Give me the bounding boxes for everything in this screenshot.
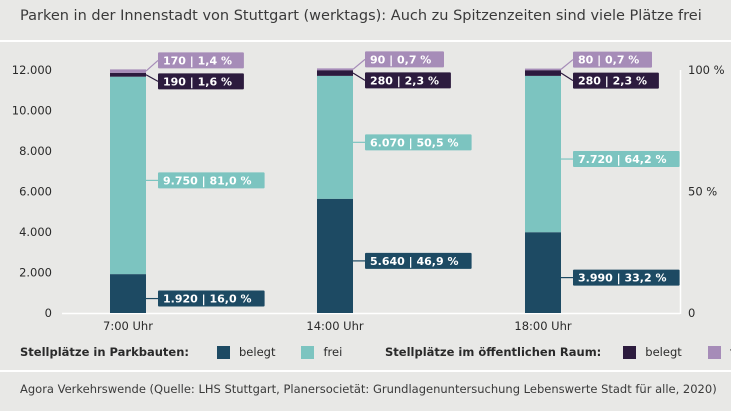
data-label-box: [573, 51, 652, 68]
bar-segment-parkbauten-frei: [317, 75, 353, 199]
bar-segment-oeffentlich-frei: [317, 68, 353, 71]
label-leader-line: [352, 72, 366, 81]
bar-segment-parkbauten-frei: [110, 76, 146, 275]
data-label-parkbauten-frei: 9.750 | 81,0 %: [163, 174, 251, 187]
bar-segment-parkbauten-belegt: [525, 232, 561, 313]
bar-segment-oeffentlich-belegt: [110, 72, 146, 77]
legend-label-parkbauten-belegt: belegt: [239, 345, 276, 359]
data-label-parkbauten-frei: 6.070 | 50,5 %: [370, 136, 458, 149]
bar-segment-oeffentlich-frei: [525, 68, 561, 71]
legend-parkbauten: Stellplätze in Parkbauten: belegt frei: [20, 345, 368, 359]
data-label-parkbauten-frei: 7.720 | 64,2 %: [578, 153, 666, 166]
top-divider: [0, 40, 731, 42]
legend-swatch-oeffentlich-frei: [707, 345, 721, 359]
data-label-parkbauten-belegt: 5.640 | 46,9 %: [370, 255, 458, 268]
x-tick-label: 7:00 Uhr: [103, 319, 153, 333]
legend-swatch-parkbauten-frei: [301, 345, 315, 359]
y-tick-label: 0: [45, 306, 52, 320]
data-label-box: [365, 72, 451, 89]
source-note: Agora Verkehrswende (Quelle: LHS Stuttga…: [20, 382, 717, 396]
data-label-parkbauten-belegt: 1.920 | 16,0 %: [163, 293, 251, 306]
bar-segment-oeffentlich-frei: [110, 69, 146, 73]
y-tick-label: 2.000: [19, 266, 52, 280]
data-label-box: [158, 290, 265, 307]
data-label-box: [573, 269, 680, 286]
legend-swatch-oeffentlich-belegt: [623, 345, 637, 359]
data-label-box: [573, 151, 680, 168]
legend-label-parkbauten-frei: frei: [323, 345, 343, 359]
data-label-box: [365, 134, 472, 151]
label-leader-line: [145, 59, 159, 72]
bar-segment-parkbauten-belegt: [317, 198, 353, 313]
y-tick-label: 10.000: [12, 104, 52, 118]
data-label-oeffentlich-frei: 80 | 0,7 %: [578, 54, 639, 67]
bar-segment-oeffentlich-belegt: [317, 70, 353, 76]
bar-segment-parkbauten-frei: [525, 75, 561, 233]
y2-tick-label: 50 %: [688, 185, 717, 199]
label-leader-line: [560, 72, 574, 82]
x-tick-label: 14:00 Uhr: [306, 319, 364, 333]
legend-label-oeffentlich-frei: frei: [730, 345, 731, 359]
data-label-oeffentlich-belegt: 280 | 2,3 %: [370, 74, 439, 87]
data-label-box: [365, 252, 472, 269]
y-tick-label: 8.000: [19, 144, 52, 158]
legend-parkbauten-title: Stellplätze in Parkbauten:: [20, 345, 189, 359]
bar-segment-oeffentlich-belegt: [525, 70, 561, 76]
data-label-oeffentlich-frei: 90 | 0,7 %: [370, 53, 431, 66]
chart-title: Parken in der Innenstadt von Stuttgart (…: [20, 8, 702, 24]
y-tick-label: 6.000: [19, 185, 52, 199]
data-label-oeffentlich-belegt: 280 | 2,3 %: [578, 75, 647, 88]
data-label-box: [573, 72, 659, 89]
legend-swatch-parkbauten-belegt: [217, 345, 230, 359]
legend-oeffentlich: Stellplätze im öffentlichen Raum: belegt…: [385, 345, 731, 359]
y-tick-label: 4.000: [19, 225, 52, 239]
data-label-oeffentlich-frei: 170 | 1,4 %: [163, 54, 232, 67]
y2-tick-label: 0: [688, 306, 695, 320]
data-label-box: [158, 52, 244, 69]
stacked-bar-chart: 0 2.000 4.000 6.000 8.000 10.000 12.000 0 50 % 10…: [12, 51, 725, 333]
data-label-box: [158, 172, 265, 189]
data-label-oeffentlich-belegt: 190 | 1,6 %: [163, 75, 232, 88]
legend-label-oeffentlich-belegt: belegt: [645, 345, 682, 359]
bottom-divider: [0, 370, 731, 372]
data-label-box: [158, 73, 244, 90]
bar-segment-parkbauten-belegt: [110, 274, 146, 313]
y2-tick-label: 100 %: [688, 63, 725, 77]
legend-oeffentlich-title: Stellplätze im öffentlichen Raum:: [385, 345, 602, 359]
y-tick-label: 12.000: [12, 63, 52, 77]
label-leader-line: [560, 59, 574, 70]
data-label-parkbauten-belegt: 3.990 | 33,2 %: [578, 272, 666, 285]
x-tick-label: 18:00 Uhr: [514, 319, 572, 333]
data-label-box: [365, 51, 444, 68]
label-leader-line: [352, 58, 366, 70]
label-leader-line: [145, 74, 159, 82]
